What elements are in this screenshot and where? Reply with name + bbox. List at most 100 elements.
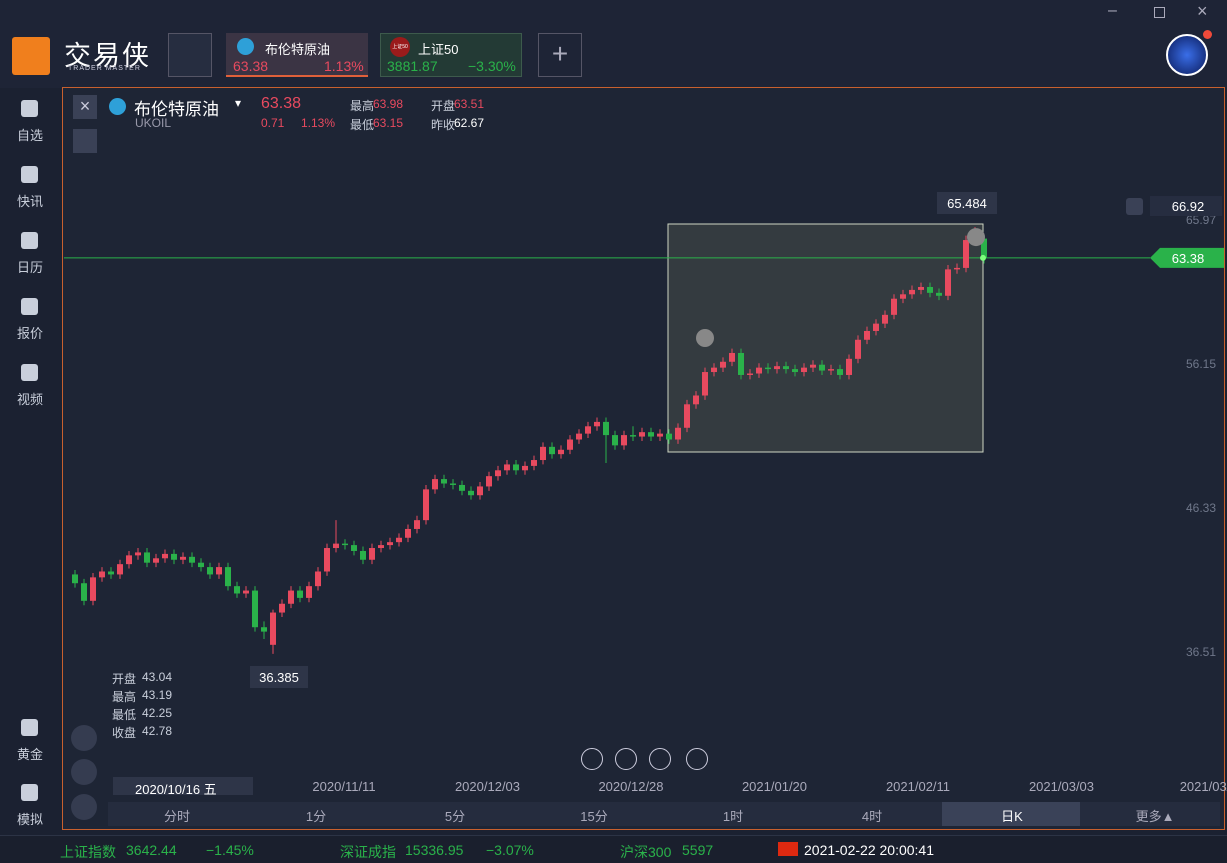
candle-body: [549, 446, 555, 455]
tab-price: 63.38: [233, 58, 269, 74]
stat-label: 最低: [350, 118, 375, 132]
candle-body: [675, 427, 681, 440]
ohlc-value: 42.78: [142, 724, 173, 738]
index-name: 深证成指: [340, 844, 396, 860]
last-price-label: 63.38: [1172, 251, 1205, 266]
period-tab[interactable]: 更多▲: [1135, 809, 1175, 824]
period-tab[interactable]: 1分: [305, 809, 327, 824]
candle-body: [918, 286, 924, 290]
candle-body: [279, 603, 285, 613]
candle-body: [765, 367, 771, 370]
candle-body: [324, 548, 330, 572]
sidebar-label[interactable]: 黄金: [17, 747, 44, 762]
max-label-box: [937, 192, 997, 214]
candle-body: [963, 240, 969, 268]
candle-body: [639, 432, 645, 437]
ohlc-label: 开盘: [112, 672, 137, 686]
candle-body: [234, 586, 240, 594]
period-tab[interactable]: 1时: [722, 809, 744, 824]
sidebar-icon[interactable]: [21, 784, 38, 801]
index-name: 上证指数: [60, 844, 116, 860]
nav-button[interactable]: [686, 748, 708, 770]
sidebar-icon[interactable]: [21, 100, 38, 117]
tab-change: −3.30%: [468, 58, 516, 74]
candle-body: [441, 479, 447, 484]
x-tick-label: 2020/12/03: [455, 779, 520, 794]
candle-body: [909, 289, 915, 295]
stat-value: 63.51: [454, 97, 485, 111]
candle-body: [144, 552, 150, 563]
ohlc-value: 42.25: [142, 706, 173, 720]
candle-body: [288, 590, 294, 604]
tab-icon: [237, 38, 254, 55]
add-tab[interactable]: +: [538, 33, 582, 77]
min-label-box: [250, 666, 308, 688]
sidebar-icon[interactable]: [21, 232, 38, 249]
sidebar-label[interactable]: 快讯: [17, 194, 44, 209]
candle-body: [432, 479, 438, 490]
candle-body: [792, 369, 798, 373]
layout-button[interactable]: [168, 33, 212, 77]
candle-body: [360, 550, 366, 560]
nav-button[interactable]: [615, 748, 637, 770]
period-tab[interactable]: 5分: [444, 809, 466, 824]
candle-body: [873, 323, 879, 331]
period-tab[interactable]: 日K: [1001, 809, 1023, 824]
close-chart[interactable]: ×: [73, 95, 97, 119]
dropdown-caret[interactable]: ▾: [235, 96, 242, 110]
y-tick-label: 56.15: [1186, 357, 1216, 371]
candle-body: [270, 612, 276, 645]
index-value: 15336.95: [405, 842, 464, 858]
tool-button[interactable]: [71, 759, 97, 785]
max-label: 65.484: [947, 196, 987, 211]
sidebar-label[interactable]: 报价: [17, 326, 44, 341]
candle-body: [90, 577, 96, 601]
instrument-name[interactable]: 布伦特原油: [134, 100, 219, 119]
sidebar-icon[interactable]: [21, 298, 38, 315]
candle-body: [531, 460, 537, 466]
alert-tag: [1150, 196, 1222, 217]
tool-button[interactable]: [71, 725, 97, 751]
candle-body: [747, 373, 753, 375]
tab-name: 布伦特原油: [265, 42, 331, 57]
brand: 交易侠: [64, 41, 151, 71]
nav-button[interactable]: [649, 748, 671, 770]
candle-body: [450, 483, 456, 485]
sidebar-label[interactable]: 日历: [17, 260, 44, 275]
tool-button[interactable]: [71, 794, 97, 820]
shrink-chart[interactable]: [73, 129, 97, 153]
candle-body: [99, 571, 105, 578]
candle-body: [486, 476, 492, 487]
candle-body: [558, 449, 564, 455]
period-tab[interactable]: 分时: [163, 809, 191, 824]
period-tab[interactable]: 15分: [580, 809, 608, 824]
stat-value: 63.15: [373, 116, 404, 130]
x-tick-label: 2020/12/28: [598, 779, 663, 794]
nav-button[interactable]: [581, 748, 603, 770]
sidebar-icon[interactable]: [21, 719, 38, 736]
candle-body: [567, 439, 573, 450]
candle-body: [171, 553, 177, 560]
sidebar-label[interactable]: 自选: [17, 128, 44, 143]
last-dot: [980, 254, 986, 261]
candle-body: [711, 367, 717, 373]
candle-body: [603, 421, 609, 436]
period-tab[interactable]: 4时: [861, 809, 883, 824]
candle-body: [414, 520, 420, 529]
minimize[interactable]: –: [1108, 2, 1117, 19]
candle-body: [495, 470, 501, 477]
avatar[interactable]: [1166, 34, 1208, 76]
period-active-bg: [942, 802, 1080, 826]
tab-change: 1.13%: [324, 58, 364, 74]
sidebar-label[interactable]: 模拟: [17, 812, 44, 827]
maximize[interactable]: [1154, 7, 1165, 18]
close-window[interactable]: ×: [1197, 1, 1208, 21]
sidebar-icon[interactable]: [21, 166, 38, 183]
x-tick-label: 2021/03/: [1180, 779, 1227, 794]
sidebar-icon[interactable]: [21, 364, 38, 381]
ohlc-value: 43.04: [142, 670, 173, 684]
sidebar-label[interactable]: 视频: [17, 392, 44, 407]
y-tick-label: 46.33: [1186, 501, 1216, 515]
candle-body: [738, 352, 744, 375]
highlight-box: [667, 223, 984, 453]
